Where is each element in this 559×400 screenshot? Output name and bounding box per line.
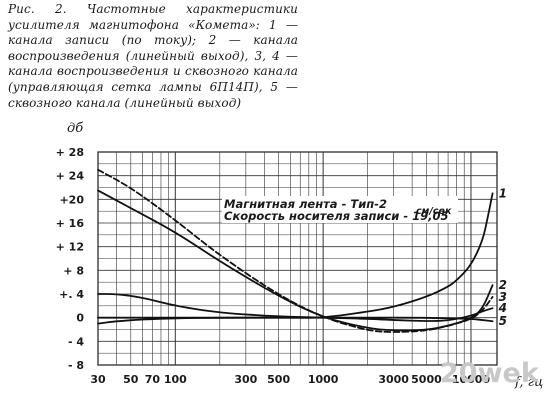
y-axis-label: дб [67, 121, 83, 136]
x-tick-label: 5000 [411, 373, 442, 386]
series-label-4: 4 [498, 301, 507, 315]
x-tick-label: 30 [90, 373, 106, 386]
y-tick-label: + 12 [56, 241, 84, 254]
x-tick-label: 300 [234, 373, 257, 386]
x-tick-label: 3000 [378, 373, 409, 386]
annotation-background [222, 196, 458, 223]
series-curve-3 [97, 168, 494, 333]
x-tick-label: 50 [123, 373, 139, 386]
x-tick-label: 500 [267, 373, 290, 386]
x-tick-label: 1000 [308, 373, 339, 386]
x-tick-label: 100 [164, 373, 187, 386]
y-tick-label: +. 4 [59, 288, 84, 301]
series-label-5: 5 [499, 314, 507, 328]
y-tick-label: 0 [76, 312, 84, 325]
chart-grid [97, 151, 498, 366]
chart-annotation: Магнитная лента - Тип-2 Скорость носител… [222, 196, 458, 223]
annotation-line-tape: Магнитная лента - Тип-2 [224, 197, 387, 211]
watermark: 20wek [440, 358, 540, 389]
y-axis-ticks: + 28 + 24 +20 + 16 + 12 + 8 +. 4 0 - 4 - 8 [56, 146, 85, 372]
x-axis-ticks: 30 50 70 100 300 500 1000 3000 5000 10000 [90, 373, 490, 386]
y-tick-label: +20 [59, 193, 84, 206]
y-tick-label: + 16 [56, 217, 85, 230]
series-label-1: 1 [499, 186, 507, 200]
series-curve-5 [97, 316, 494, 325]
series-label-3: 3 [499, 290, 507, 304]
annotation-line-speed: Скорость носителя записи - 19,05 [224, 209, 449, 223]
y-tick-label: + 8 [63, 264, 84, 277]
y-tick-label: - 8 [68, 359, 84, 372]
figure-caption: Рис. 2. Частотные характеристики усилите… [8, 2, 298, 110]
y-tick-label: - 4 [68, 335, 84, 348]
x-tick-label: 70 [145, 373, 161, 386]
series-label-2: 2 [499, 278, 507, 292]
x-axis-label: f, гц [514, 375, 543, 390]
y-tick-label: + 28 [56, 146, 84, 159]
y-tick-label: + 24 [56, 170, 85, 183]
annotation-unit: см/сек [416, 206, 452, 217]
x-tick-label: 10000 [452, 373, 491, 386]
